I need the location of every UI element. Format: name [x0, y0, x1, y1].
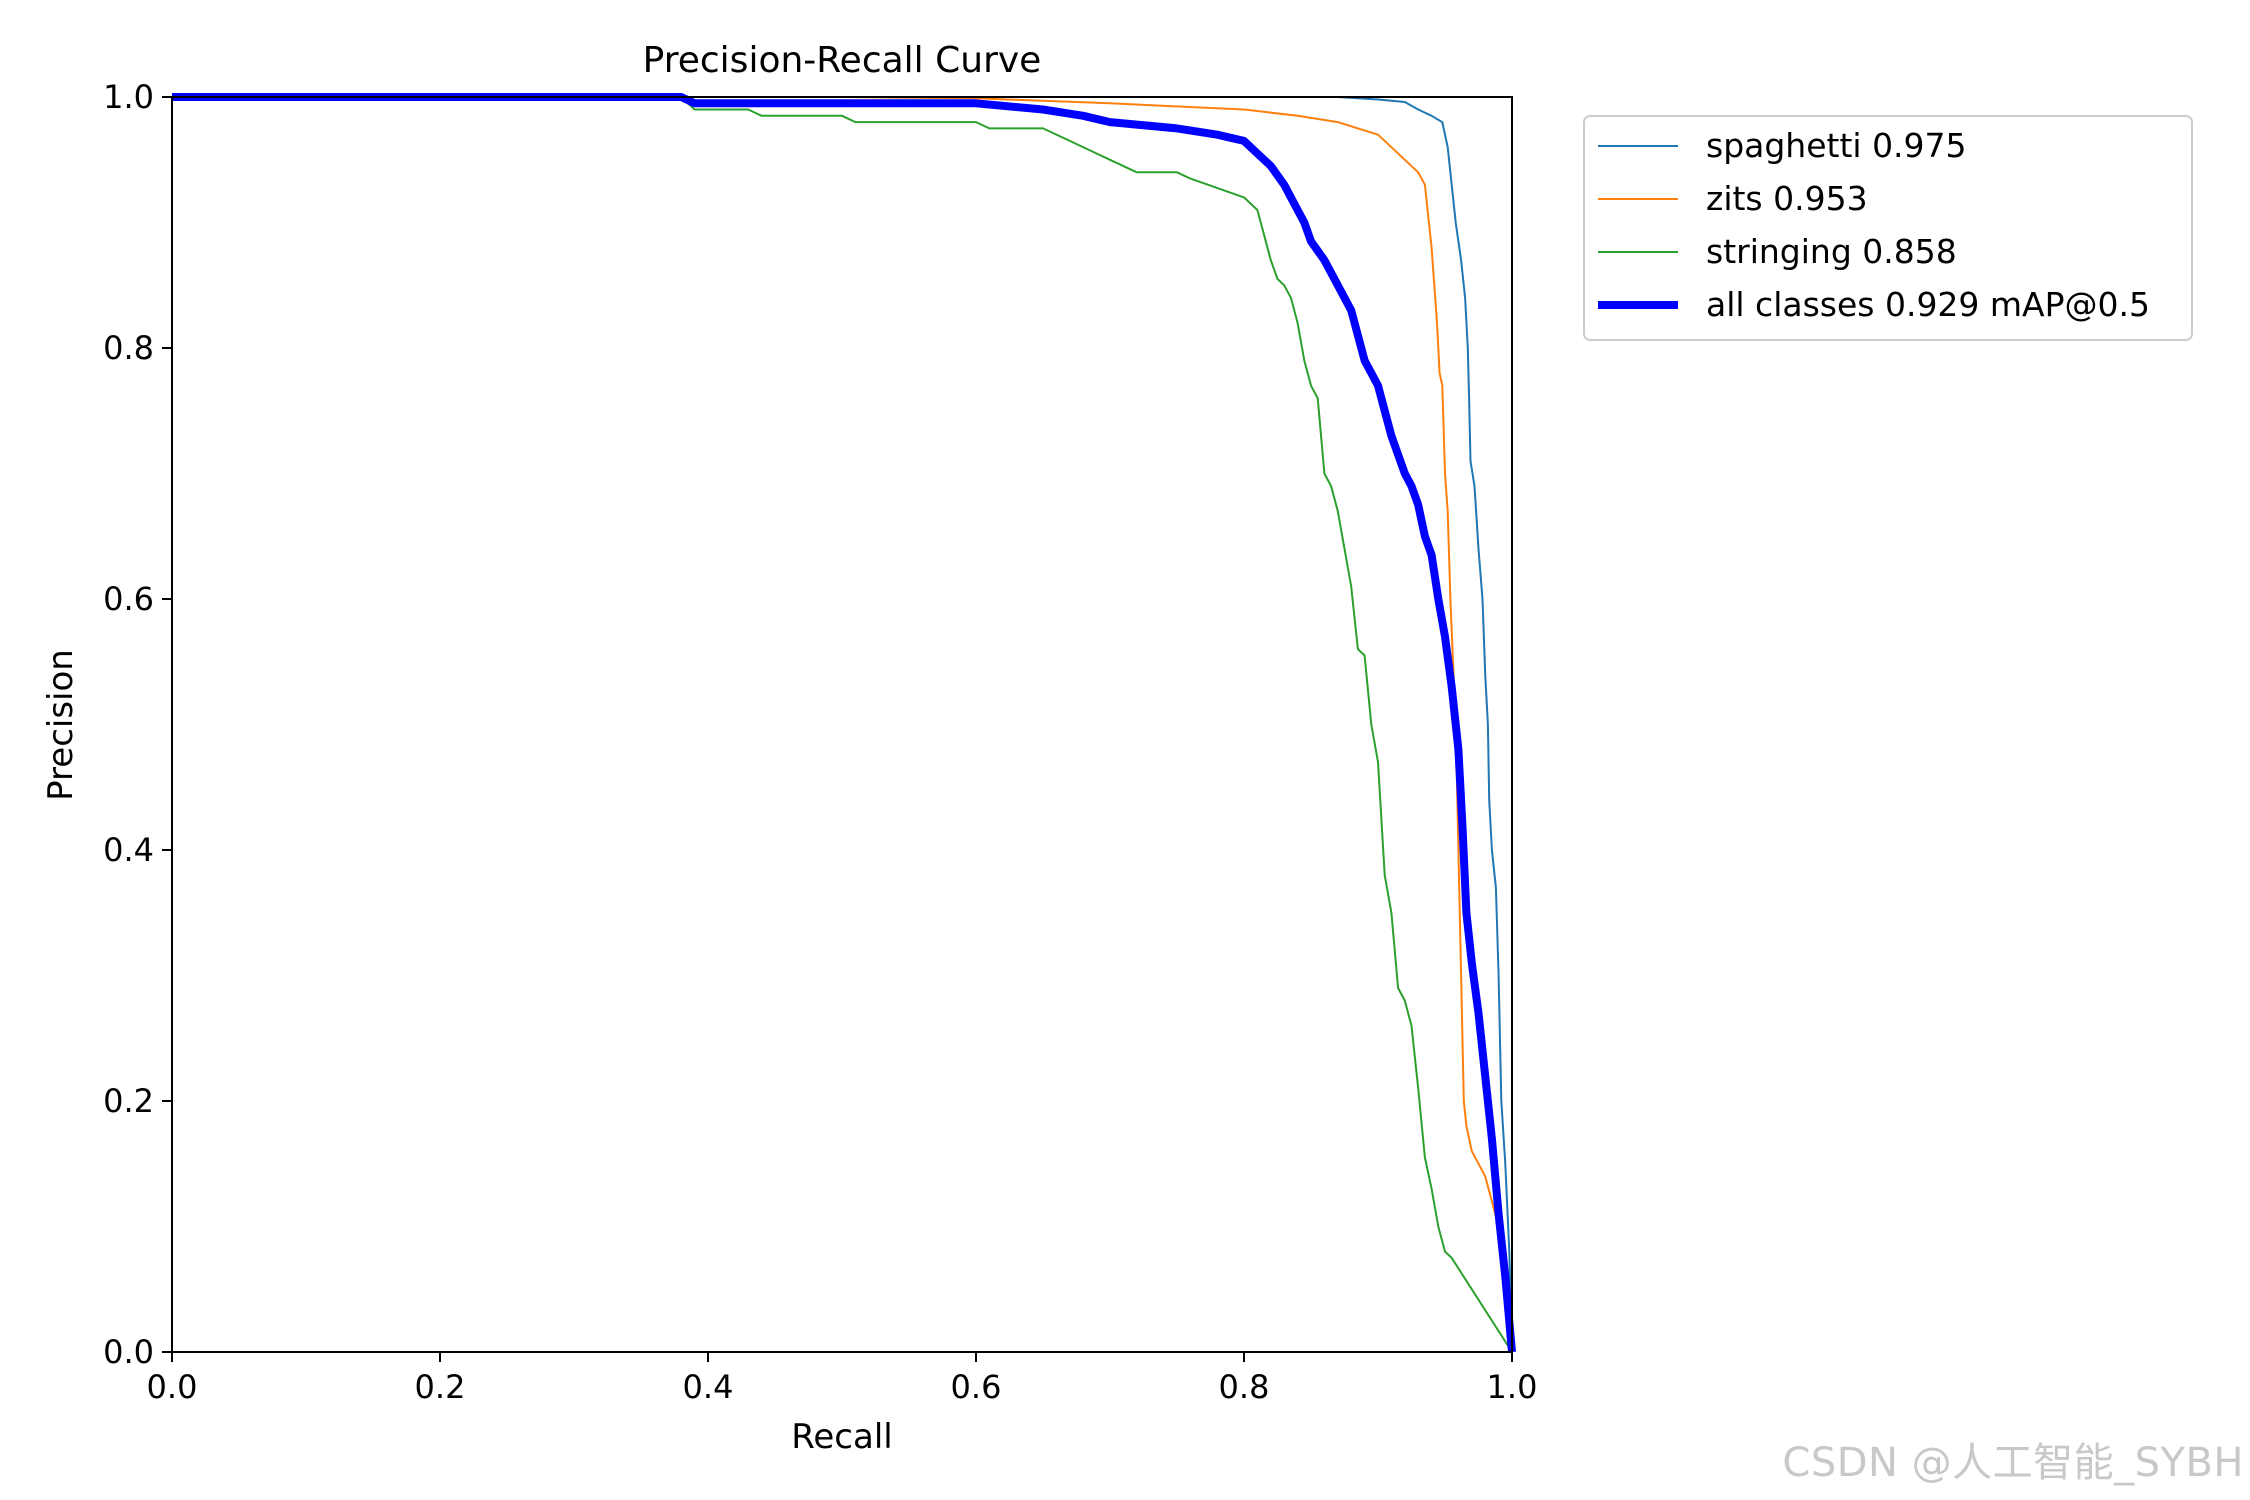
y-tick-label: 0.6 [103, 580, 154, 618]
chart-title: Precision-Recall Curve [643, 40, 1042, 81]
x-tick-label: 0.6 [951, 1368, 1002, 1406]
x-tick-label: 0.0 [147, 1368, 198, 1406]
legend-label: all classes 0.929 mAP@0.5 [1706, 285, 2150, 324]
legend-box [1583, 115, 2193, 341]
series-line-0 [172, 96, 1513, 1353]
plot-frame [171, 96, 1513, 1353]
x-axis-label: Recall [791, 1417, 892, 1457]
watermark: CSDN @人工智能_SYBH [1782, 1440, 2244, 1486]
legend-label: spaghetti 0.975 [1706, 126, 1967, 165]
y-tick-label: 0.0 [103, 1333, 154, 1371]
series-line-2 [172, 96, 1513, 1353]
x-tick-label: 0.2 [415, 1368, 466, 1406]
plot-lines [172, 93, 1516, 1353]
y-tick-label: 0.4 [103, 831, 154, 869]
legend: spaghetti 0.975 zits 0.953 stringing 0.858… [1583, 115, 2193, 341]
x-tick-label: 0.8 [1219, 1368, 1270, 1406]
y-tick-label: 1.0 [103, 78, 154, 116]
series-line-1 [172, 96, 1513, 1353]
series-line-3 [172, 93, 1516, 1353]
legend-label: zits 0.953 [1706, 179, 1868, 218]
x-tick-label: 0.4 [683, 1368, 734, 1406]
x-tick-label: 1.0 [1487, 1368, 1538, 1406]
y-tick-label: 0.2 [103, 1082, 154, 1120]
x-axis-ticks: 0.0 0.2 0.4 0.6 0.8 1.0 [147, 1352, 1538, 1406]
y-tick-label: 0.8 [103, 329, 154, 367]
y-axis-ticks: 0.0 0.2 0.4 0.6 0.8 1.0 [103, 78, 172, 1371]
y-axis-label: Precision [41, 649, 81, 801]
legend-label: stringing 0.858 [1706, 232, 1957, 271]
